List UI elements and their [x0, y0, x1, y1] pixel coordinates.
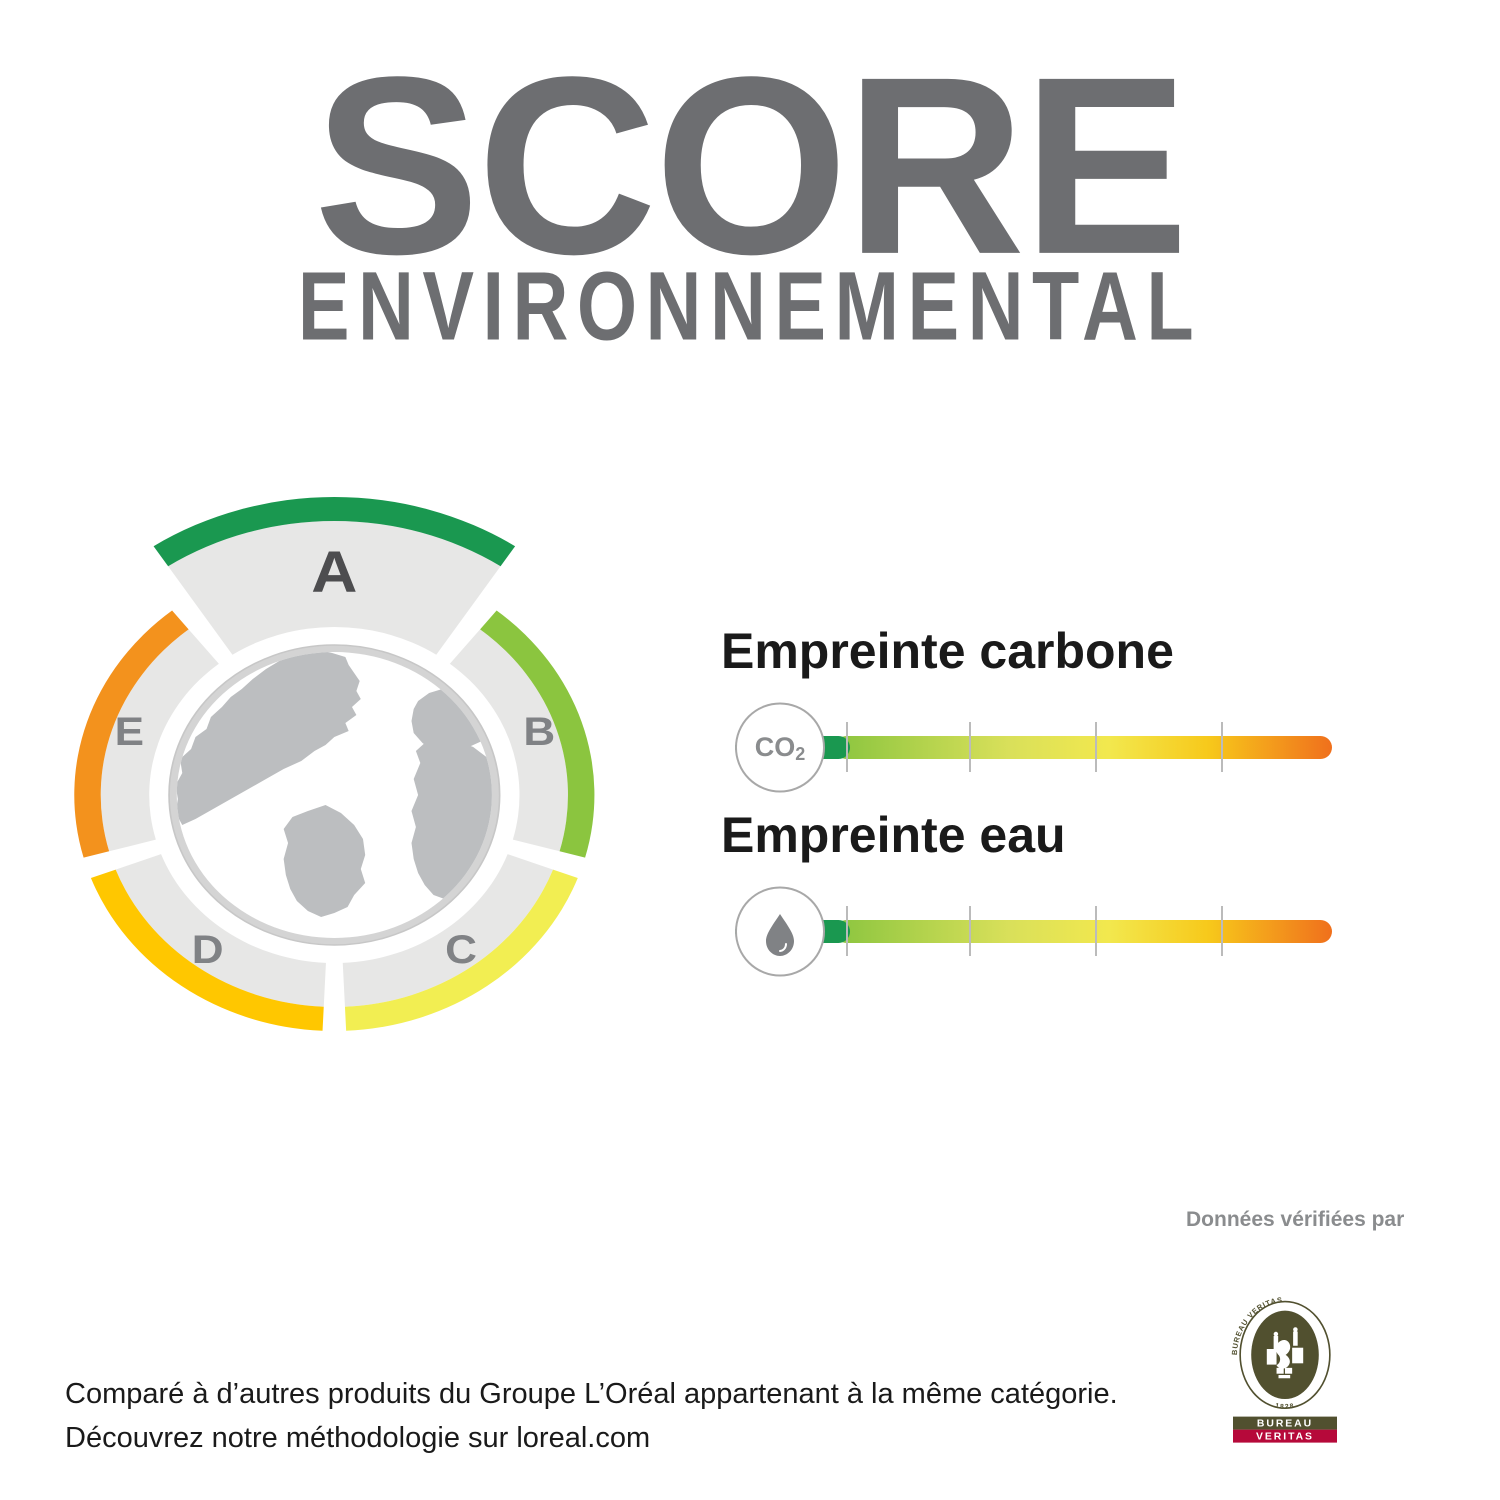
svg-text:B: B	[523, 709, 555, 754]
svg-text:C: C	[445, 927, 477, 972]
svg-text:VERITAS: VERITAS	[1256, 1431, 1314, 1442]
svg-text:E: E	[115, 709, 144, 754]
svg-text:BUREAU: BUREAU	[1257, 1418, 1313, 1429]
svg-text:A: A	[311, 540, 357, 605]
svg-text:D: D	[192, 927, 224, 972]
svg-text:1828: 1828	[1275, 1403, 1296, 1411]
